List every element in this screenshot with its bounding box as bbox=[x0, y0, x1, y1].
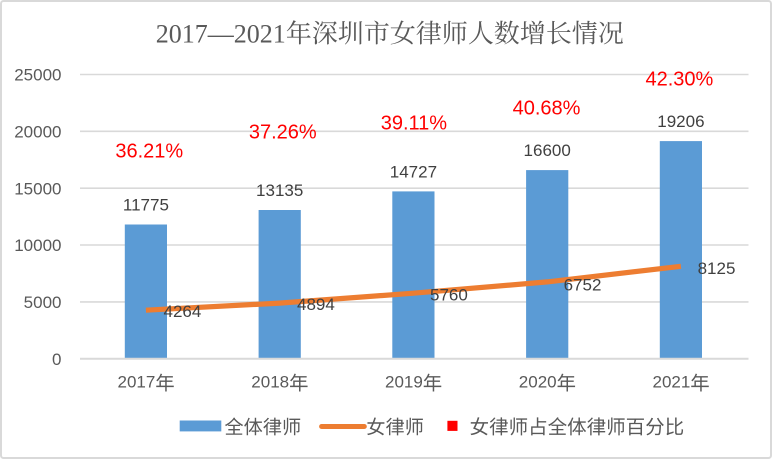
svg-text:11775: 11775 bbox=[123, 196, 169, 215]
svg-text:37.26%: 37.26% bbox=[249, 121, 317, 143]
svg-text:6752: 6752 bbox=[564, 276, 602, 295]
svg-text:5760: 5760 bbox=[430, 286, 468, 305]
svg-text:2021: 2021 bbox=[234, 19, 286, 48]
svg-text:25000: 25000 bbox=[14, 66, 61, 85]
svg-text:20000: 20000 bbox=[14, 123, 61, 142]
svg-text:4264: 4264 bbox=[164, 302, 202, 321]
svg-text:19206: 19206 bbox=[657, 112, 704, 131]
svg-text:42.30%: 42.30% bbox=[645, 69, 713, 91]
svg-text:2017: 2017 bbox=[118, 373, 156, 392]
svg-text:36.21%: 36.21% bbox=[115, 141, 183, 163]
svg-text:2017: 2017 bbox=[156, 19, 208, 48]
svg-text:—: — bbox=[207, 19, 235, 48]
svg-text:14727: 14727 bbox=[390, 162, 437, 181]
svg-text:39.11%: 39.11% bbox=[381, 112, 448, 134]
svg-text:0: 0 bbox=[52, 350, 61, 369]
svg-text:8125: 8125 bbox=[698, 259, 736, 278]
svg-text:2021: 2021 bbox=[653, 373, 691, 392]
svg-text:2019: 2019 bbox=[385, 373, 423, 392]
svg-text:4894: 4894 bbox=[297, 295, 335, 314]
svg-text:5000: 5000 bbox=[24, 293, 62, 312]
svg-text:40.68%: 40.68% bbox=[513, 97, 581, 119]
svg-text:13135: 13135 bbox=[256, 181, 303, 200]
svg-text:2018: 2018 bbox=[251, 373, 289, 392]
svg-text:16600: 16600 bbox=[524, 141, 571, 160]
svg-text:2020: 2020 bbox=[519, 373, 557, 392]
svg-text:10000: 10000 bbox=[14, 236, 61, 255]
svg-text:15000: 15000 bbox=[14, 179, 61, 198]
